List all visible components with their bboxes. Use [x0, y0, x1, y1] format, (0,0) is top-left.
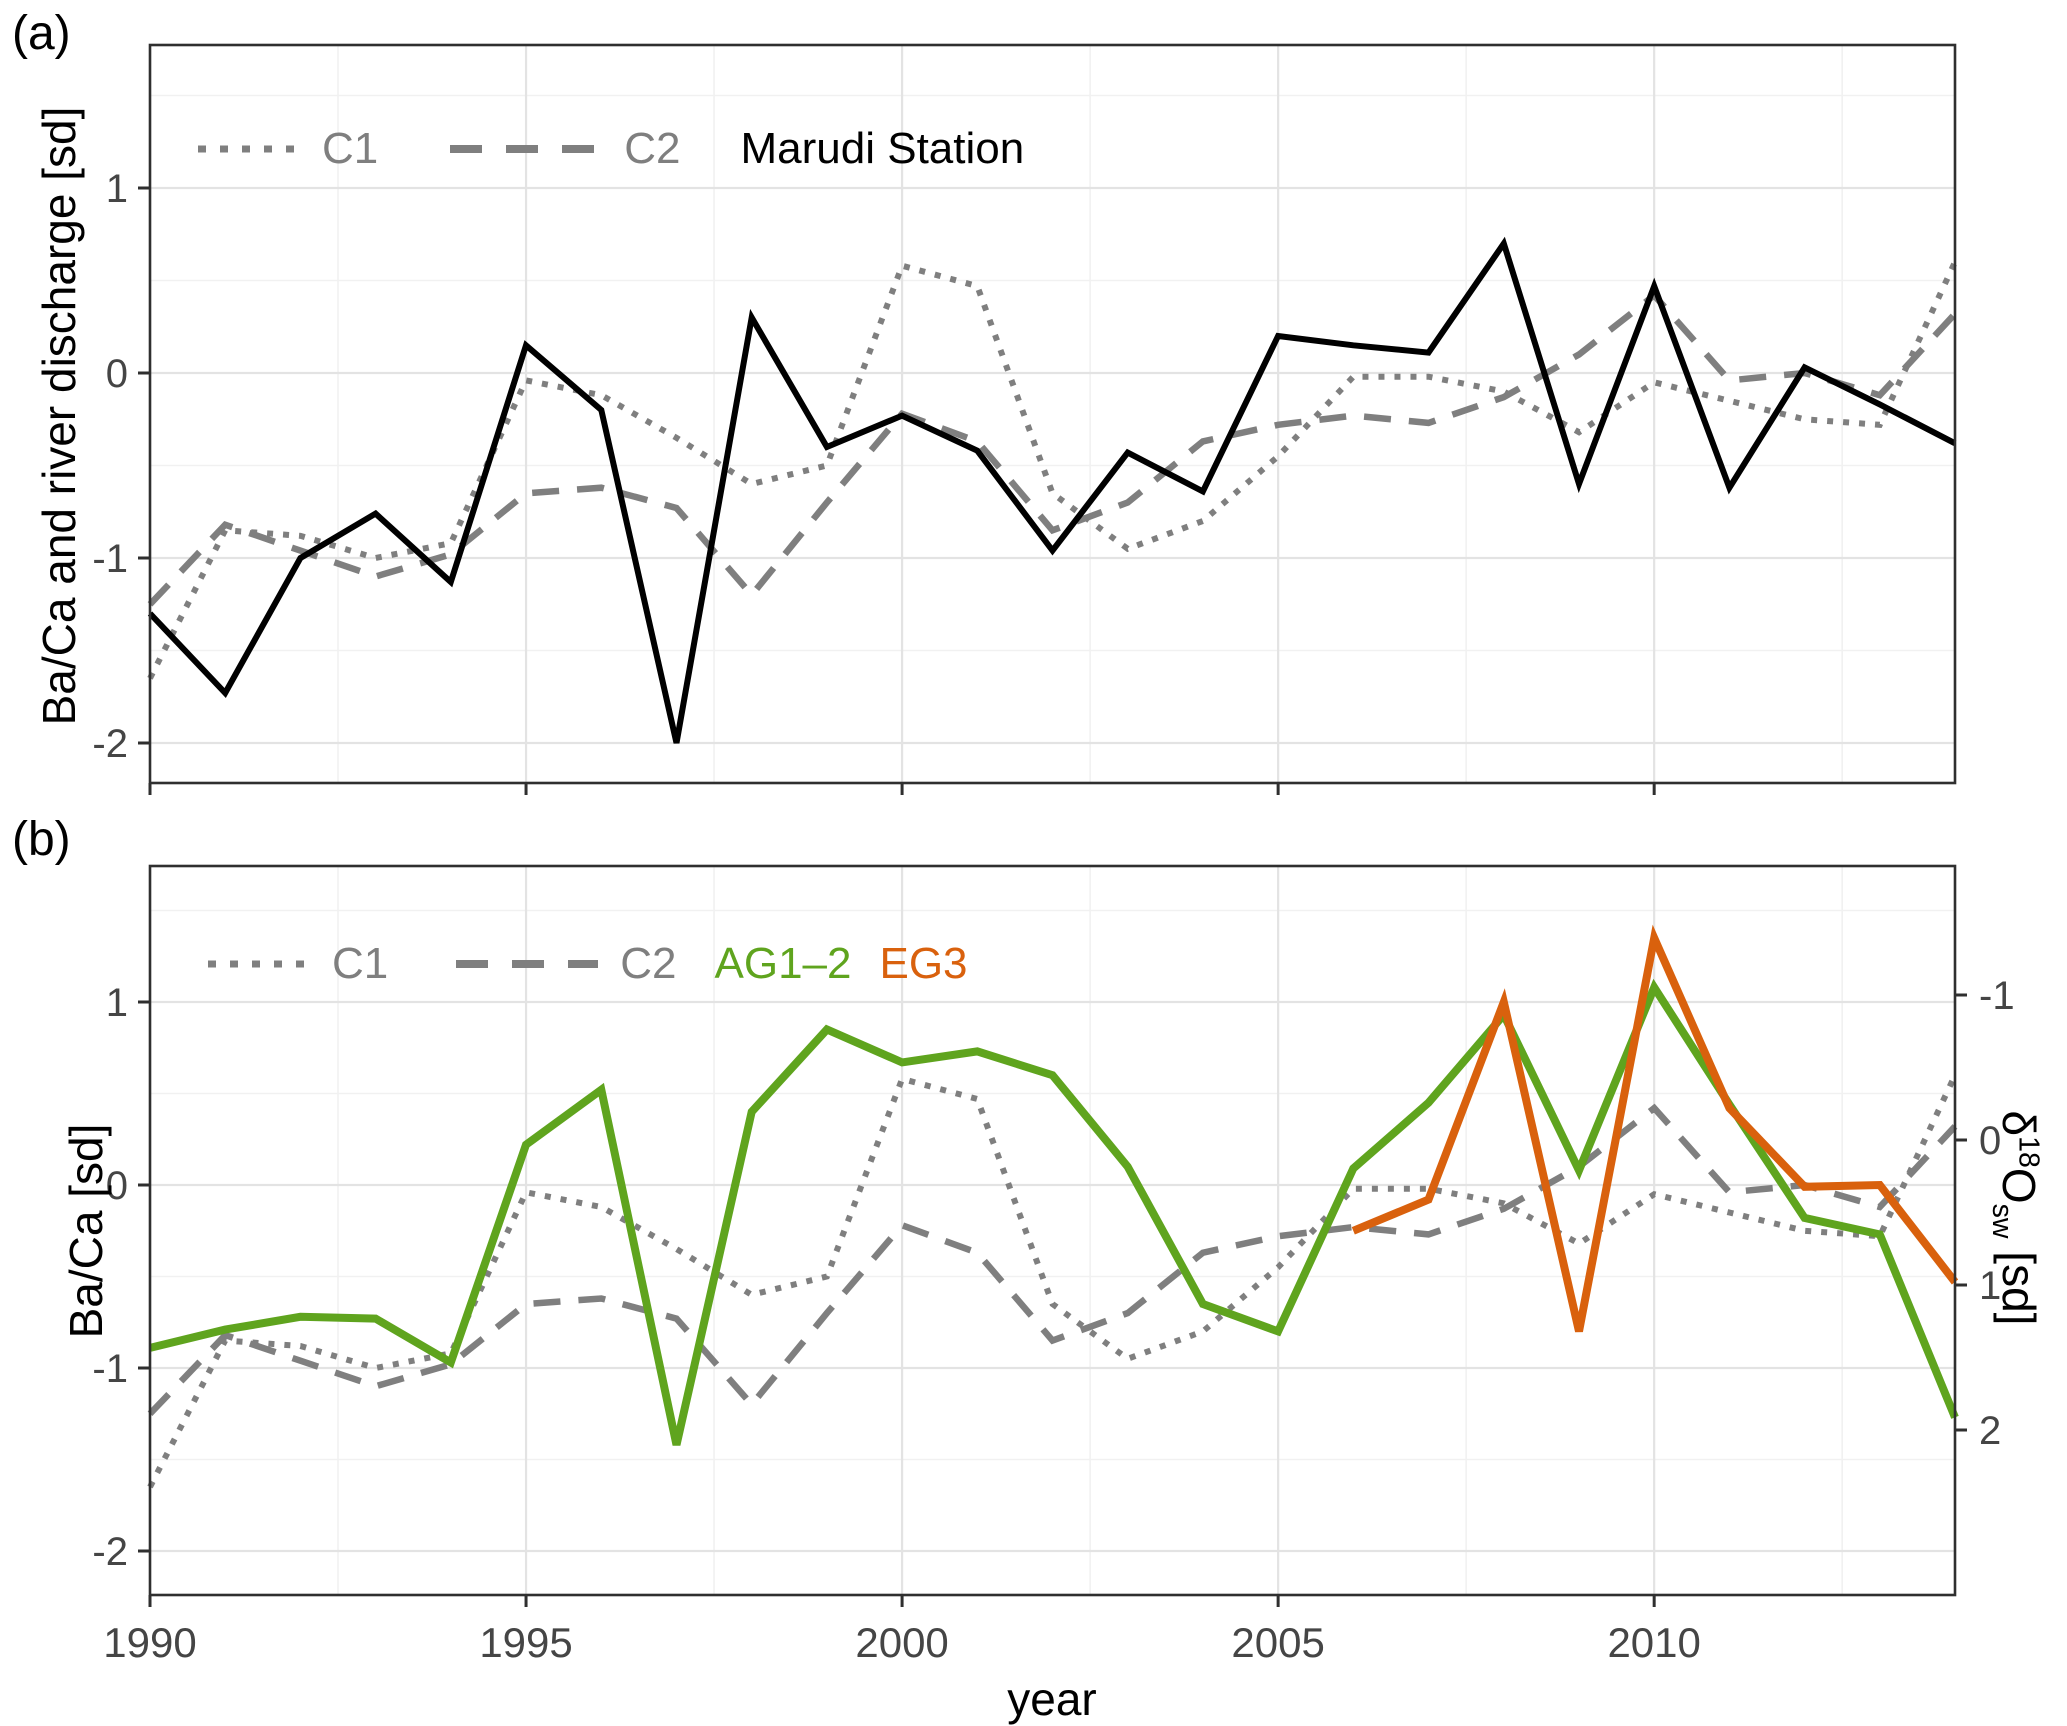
- series-line-c1: [147, 1073, 1958, 1489]
- y-tick-label: 1: [106, 981, 128, 1025]
- c2-dashed-line-sample: [450, 145, 603, 153]
- legend-label-eg3: EG3: [879, 939, 968, 988]
- panel-a-y-axis-title: Ba/Ca and river discharge [sd]: [33, 106, 85, 726]
- panel-b-right-axis-title: δ18Osw [sd]: [1986, 1003, 2046, 1433]
- y-tick-label: 0: [106, 1164, 128, 1208]
- c1-dotted-line-sample: [208, 960, 310, 968]
- series-line-marudi-station: [147, 236, 1957, 744]
- unit-label: [sd]: [1993, 1238, 2045, 1326]
- y-tick-label: 0: [106, 352, 128, 396]
- x-tick-label: 1995: [479, 1619, 572, 1666]
- legend-label-marudi-station: Marudi Station: [740, 124, 1025, 173]
- panel-a-legend: C1 C2 Marudi Station: [196, 118, 1024, 180]
- panel-a-border: [148, 43, 1957, 785]
- delta-symbol: δ: [1993, 1110, 2045, 1137]
- legend-label-ag1-2: AG1–2: [714, 939, 852, 988]
- x-axis-title: year: [1007, 1673, 1097, 1725]
- x-tick-label: 1990: [103, 1619, 196, 1666]
- oxygen-symbol: O: [1993, 1167, 2045, 1204]
- y-tick-label: -1: [92, 1347, 128, 1391]
- right-y-tick-label: 1: [1979, 1264, 2001, 1308]
- series-line-c2: [147, 290, 1958, 607]
- legend-label-c1: C1: [322, 124, 379, 173]
- legend-label-c2: C2: [620, 939, 677, 988]
- y-tick-label: 1: [106, 167, 128, 211]
- panel-b-border: [148, 864, 1957, 1597]
- delta-superscript: 18: [2012, 1136, 2045, 1168]
- panel-a-tag: (a): [12, 7, 71, 60]
- legend-label-c2: C2: [624, 124, 681, 173]
- panel-b-tag: (b): [12, 813, 71, 866]
- panel-b-legend: C1 C2 AG1–2 EG3: [206, 933, 968, 995]
- x-tick-label: 2010: [1607, 1619, 1700, 1666]
- right-y-tick-label: 0: [1979, 1119, 2001, 1163]
- y-tick-label: -1: [92, 537, 128, 581]
- right-y-tick-label: -1: [1979, 974, 2015, 1018]
- y-tick-label: -2: [92, 722, 128, 766]
- series-line-eg3: [1351, 924, 1959, 1333]
- y-tick-label: -2: [92, 1530, 128, 1574]
- series-line-c2: [147, 1103, 1958, 1417]
- legend-label-c1: C1: [332, 939, 389, 988]
- panel-b-y-axis-title: Ba/Ca [sd]: [60, 1123, 112, 1339]
- x-tick-label: 2005: [1231, 1619, 1324, 1666]
- sw-subscript: sw: [1985, 1203, 2018, 1239]
- right-y-tick-label: 2: [1979, 1409, 2001, 1453]
- series-line-ag1-2: [149, 978, 1959, 1446]
- c1-dotted-line-sample: [198, 145, 300, 153]
- x-tick-label: 2000: [855, 1619, 948, 1666]
- c2-dashed-line-sample: [456, 960, 599, 968]
